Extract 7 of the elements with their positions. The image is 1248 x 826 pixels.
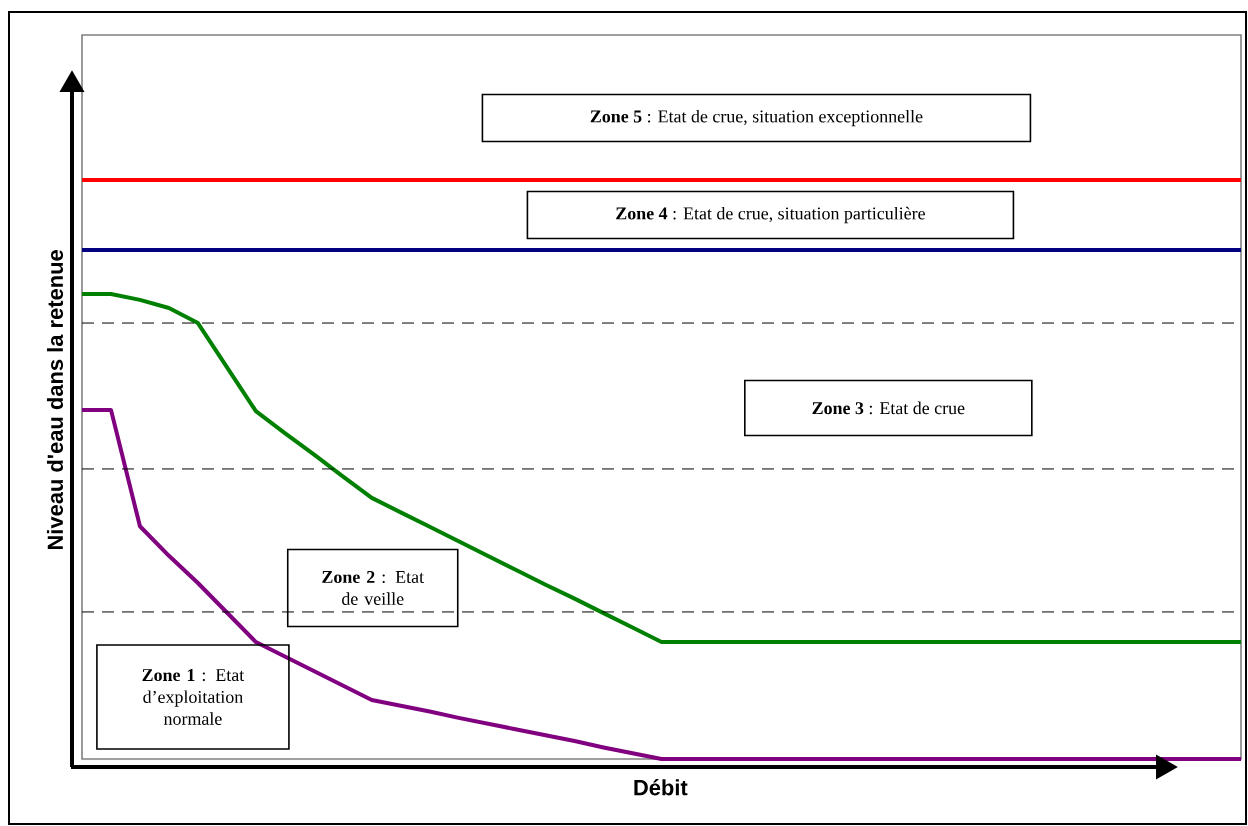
x-axis-title: Débit — [634, 779, 688, 796]
annotation: Zone 1 : Etat d’exploitation normale — [142, 669, 245, 725]
annotation: Zone 2 : Etat de veille — [322, 570, 424, 605]
y-axis-title: Niveau d'eau dans la retenue — [46, 250, 64, 550]
annotation: Zone 3 : Etat de crue — [812, 401, 965, 415]
text: Zone 5 : Etat de crue, situation exceptionnelle — [590, 109, 923, 127]
annotation: Zone 4 : Etat de crue, situation particulière — [616, 206, 925, 224]
